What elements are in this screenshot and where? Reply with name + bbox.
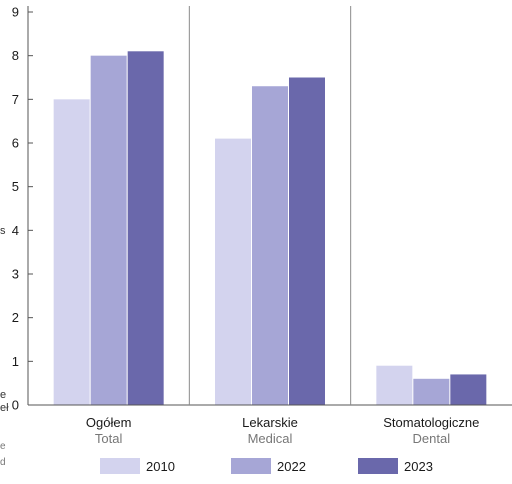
- bar-2022-3: [413, 378, 450, 405]
- y-tick-label: 6: [12, 136, 19, 151]
- edge-fragment: d: [0, 457, 6, 468]
- category-sublabel: Total: [95, 431, 123, 446]
- bar-2022-2: [252, 86, 288, 405]
- edge-fragment: eł: [0, 402, 9, 414]
- bar-2010-1: [53, 99, 90, 405]
- y-tick-label: 2: [12, 310, 19, 325]
- bar-2010-2: [215, 138, 251, 405]
- legend-label-2023: 2023: [404, 459, 433, 474]
- legend-swatch-2022: [231, 458, 271, 474]
- legend: 2010 2022 2023: [100, 458, 433, 474]
- y-tick-label: 3: [12, 267, 19, 282]
- y-tick-label: 4: [12, 223, 19, 238]
- category-label: Stomatologiczne: [383, 415, 479, 430]
- category-sublabel: Dental: [413, 431, 451, 446]
- y-tick-labels: 0 1 2 3 4 5 6 7 8 9: [12, 5, 19, 413]
- axes-layer: [27, 6, 512, 406]
- legend-swatch-2023: [358, 458, 398, 474]
- bars-layer: [53, 51, 487, 406]
- y-tick-label: 5: [12, 179, 19, 194]
- legend-label-2010: 2010: [146, 459, 175, 474]
- bar-2010-3: [376, 365, 413, 405]
- legend-swatch-2010: [100, 458, 140, 474]
- edge-fragment: e: [0, 441, 6, 452]
- y-tick-label: 9: [12, 5, 19, 20]
- category-label: Ogółem: [86, 415, 132, 430]
- category-sublabel: Medical: [248, 431, 293, 446]
- edge-fragment: s: [0, 225, 6, 237]
- y-tick-label: 1: [12, 354, 19, 369]
- bar-2022-1: [90, 55, 127, 406]
- bar-2023-2: [289, 77, 325, 405]
- y-tick-label: 8: [12, 48, 19, 63]
- category-label: Lekarskie: [242, 415, 298, 430]
- edge-fragment: e: [0, 389, 7, 401]
- y-tick-label: 7: [12, 92, 19, 107]
- legend-label-2022: 2022: [277, 459, 306, 474]
- bar-2023-3: [450, 374, 487, 405]
- bar-2023-1: [127, 51, 164, 406]
- y-tick-label: 0: [12, 398, 19, 413]
